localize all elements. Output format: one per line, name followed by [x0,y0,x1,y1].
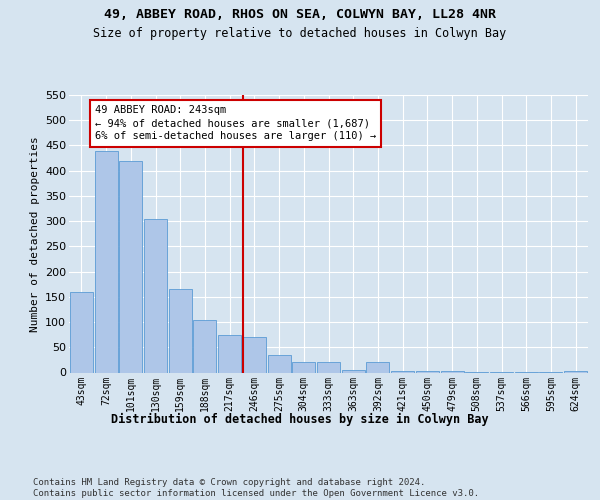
Bar [70,292,93,372]
Bar [342,370,365,372]
Bar [193,320,217,372]
Bar [391,371,414,372]
Bar [144,218,167,372]
Bar [317,362,340,372]
Text: Distribution of detached houses by size in Colwyn Bay: Distribution of detached houses by size … [111,412,489,426]
Bar [95,150,118,372]
Bar [169,289,192,372]
Bar [292,362,315,372]
Bar [218,334,241,372]
Bar [367,362,389,372]
Y-axis label: Number of detached properties: Number of detached properties [29,136,40,332]
Bar [243,337,266,372]
Bar [268,355,290,372]
Text: 49, ABBEY ROAD, RHOS ON SEA, COLWYN BAY, LL28 4NR: 49, ABBEY ROAD, RHOS ON SEA, COLWYN BAY,… [104,8,496,20]
Text: Size of property relative to detached houses in Colwyn Bay: Size of property relative to detached ho… [94,28,506,40]
Bar [564,371,587,372]
Bar [119,160,142,372]
Text: Contains HM Land Registry data © Crown copyright and database right 2024.
Contai: Contains HM Land Registry data © Crown c… [33,478,479,498]
Text: 49 ABBEY ROAD: 243sqm
← 94% of detached houses are smaller (1,687)
6% of semi-de: 49 ABBEY ROAD: 243sqm ← 94% of detached … [95,105,376,142]
